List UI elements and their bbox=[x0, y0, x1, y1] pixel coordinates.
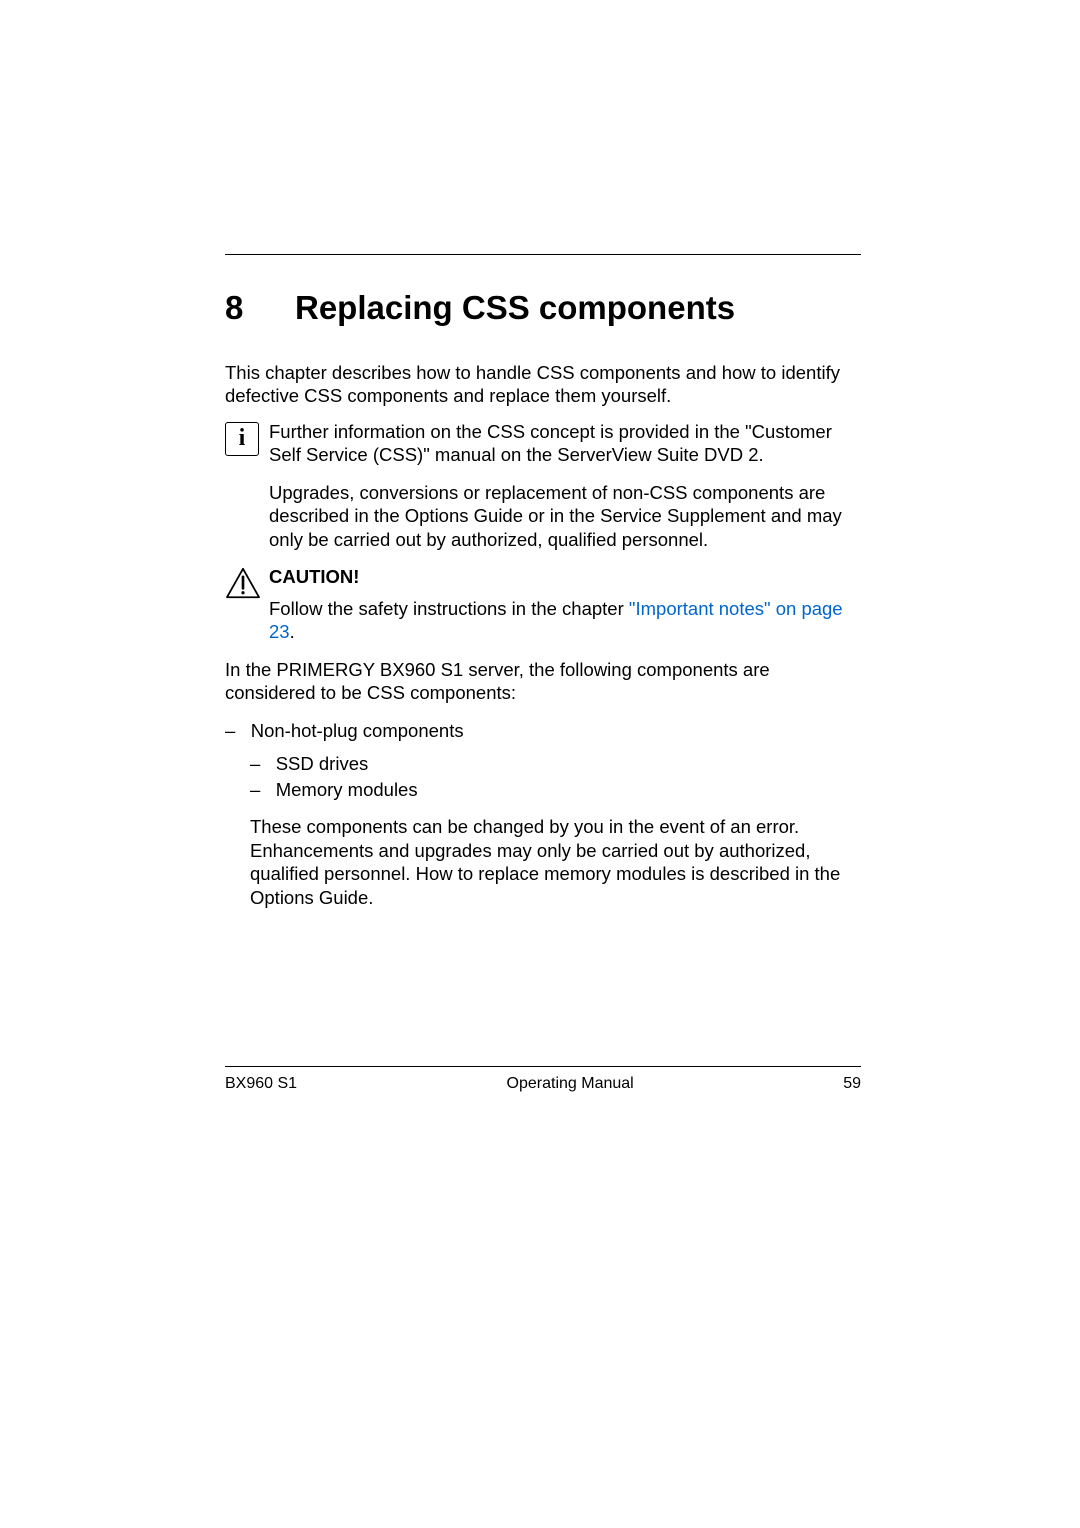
chapter-number: 8 bbox=[225, 289, 295, 327]
caution-before: Follow the safety instructions in the ch… bbox=[269, 598, 629, 619]
info-note: i Further information on the CSS concept… bbox=[225, 420, 861, 551]
list-item-1: – Non-hot-plug components bbox=[225, 719, 861, 742]
info-note-p1: Further information on the CSS concept i… bbox=[269, 420, 861, 467]
footer-center: Operating Manual bbox=[507, 1075, 634, 1093]
footer-left: BX960 S1 bbox=[225, 1075, 297, 1093]
info-icon: i bbox=[225, 422, 259, 456]
caution-icon-col bbox=[225, 565, 269, 643]
intro-paragraph: This chapter describes how to handle CSS… bbox=[225, 361, 861, 408]
footer-row: BX960 S1 Operating Manual 59 bbox=[225, 1075, 861, 1093]
info-note-p2: Upgrades, conversions or replacement of … bbox=[269, 481, 861, 551]
caution-icon bbox=[225, 567, 261, 599]
list-sub-1-text: SSD drives bbox=[276, 753, 369, 774]
list-sub-2: – Memory modules bbox=[225, 778, 861, 801]
caution-body: Follow the safety instructions in the ch… bbox=[269, 597, 861, 644]
caution-after: . bbox=[290, 621, 295, 642]
caution-heading: CAUTION! bbox=[269, 565, 861, 588]
component-list: – Non-hot-plug components – SSD drives –… bbox=[225, 719, 861, 909]
footer-rule bbox=[225, 1066, 861, 1067]
list-sub-1: – SSD drives bbox=[225, 752, 861, 775]
footer-right: 59 bbox=[843, 1075, 861, 1093]
info-icon-col: i bbox=[225, 420, 269, 551]
list-note: These components can be changed by you i… bbox=[225, 815, 861, 909]
body-paragraph-2: In the PRIMERGY BX960 S1 server, the fol… bbox=[225, 658, 861, 705]
chapter-heading: 8 Replacing CSS components bbox=[225, 289, 861, 327]
caution-note: CAUTION! Follow the safety instructions … bbox=[225, 565, 861, 643]
list-item-1-text: Non-hot-plug components bbox=[251, 720, 464, 741]
info-note-text: Further information on the CSS concept i… bbox=[269, 420, 861, 551]
caution-text: CAUTION! Follow the safety instructions … bbox=[269, 565, 861, 643]
page-footer: BX960 S1 Operating Manual 59 bbox=[225, 1066, 861, 1093]
page-content: 8 Replacing CSS components This chapter … bbox=[225, 254, 861, 909]
list-sub-2-text: Memory modules bbox=[276, 779, 418, 800]
chapter-title: Replacing CSS components bbox=[295, 289, 735, 327]
top-rule bbox=[225, 254, 861, 255]
